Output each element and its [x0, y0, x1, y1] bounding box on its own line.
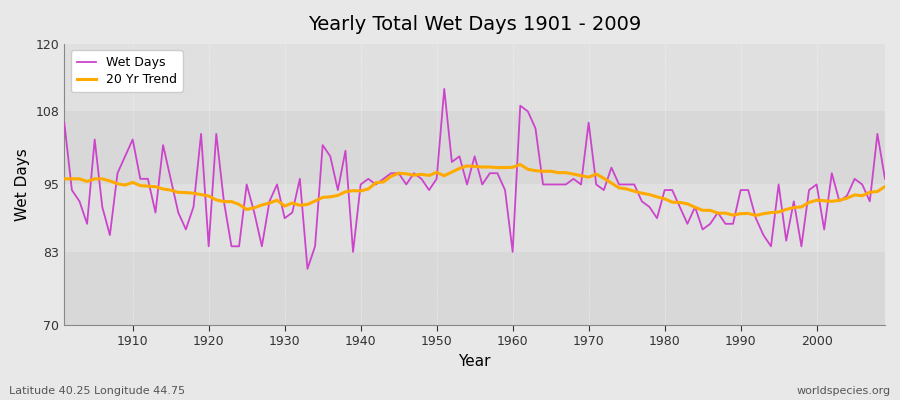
- 20 Yr Trend: [515, 162, 526, 167]
- Bar: [64, 252, 885, 325]
- Text: worldspecies.org: worldspecies.org: [796, 386, 891, 396]
- Bar: [64, 184, 885, 252]
- Wet Days: [439, 86, 450, 91]
- Bar: [64, 44, 885, 111]
- Wet Days: [120, 154, 130, 159]
- Wet Days: [614, 182, 625, 187]
- 20 Yr Trend: [287, 201, 298, 206]
- Text: Latitude 40.25 Longitude 44.75: Latitude 40.25 Longitude 44.75: [9, 386, 185, 396]
- X-axis label: Year: Year: [458, 354, 491, 369]
- 20 Yr Trend: [508, 165, 518, 170]
- Line: Wet Days: Wet Days: [64, 89, 885, 269]
- 20 Yr Trend: [120, 183, 130, 188]
- Title: Yearly Total Wet Days 1901 - 2009: Yearly Total Wet Days 1901 - 2009: [308, 15, 642, 34]
- Wet Days: [515, 103, 526, 108]
- Wet Days: [302, 266, 313, 271]
- Wet Days: [58, 120, 69, 125]
- 20 Yr Trend: [751, 213, 761, 218]
- 20 Yr Trend: [58, 176, 69, 181]
- Wet Days: [879, 176, 890, 181]
- Y-axis label: Wet Days: Wet Days: [15, 148, 30, 221]
- Legend: Wet Days, 20 Yr Trend: Wet Days, 20 Yr Trend: [70, 50, 183, 92]
- 20 Yr Trend: [500, 165, 510, 170]
- Bar: [64, 111, 885, 184]
- 20 Yr Trend: [879, 184, 890, 189]
- 20 Yr Trend: [332, 193, 343, 198]
- Wet Days: [340, 148, 351, 153]
- Wet Days: [522, 109, 533, 114]
- Line: 20 Yr Trend: 20 Yr Trend: [64, 164, 885, 215]
- 20 Yr Trend: [606, 181, 616, 186]
- Wet Days: [287, 210, 298, 215]
